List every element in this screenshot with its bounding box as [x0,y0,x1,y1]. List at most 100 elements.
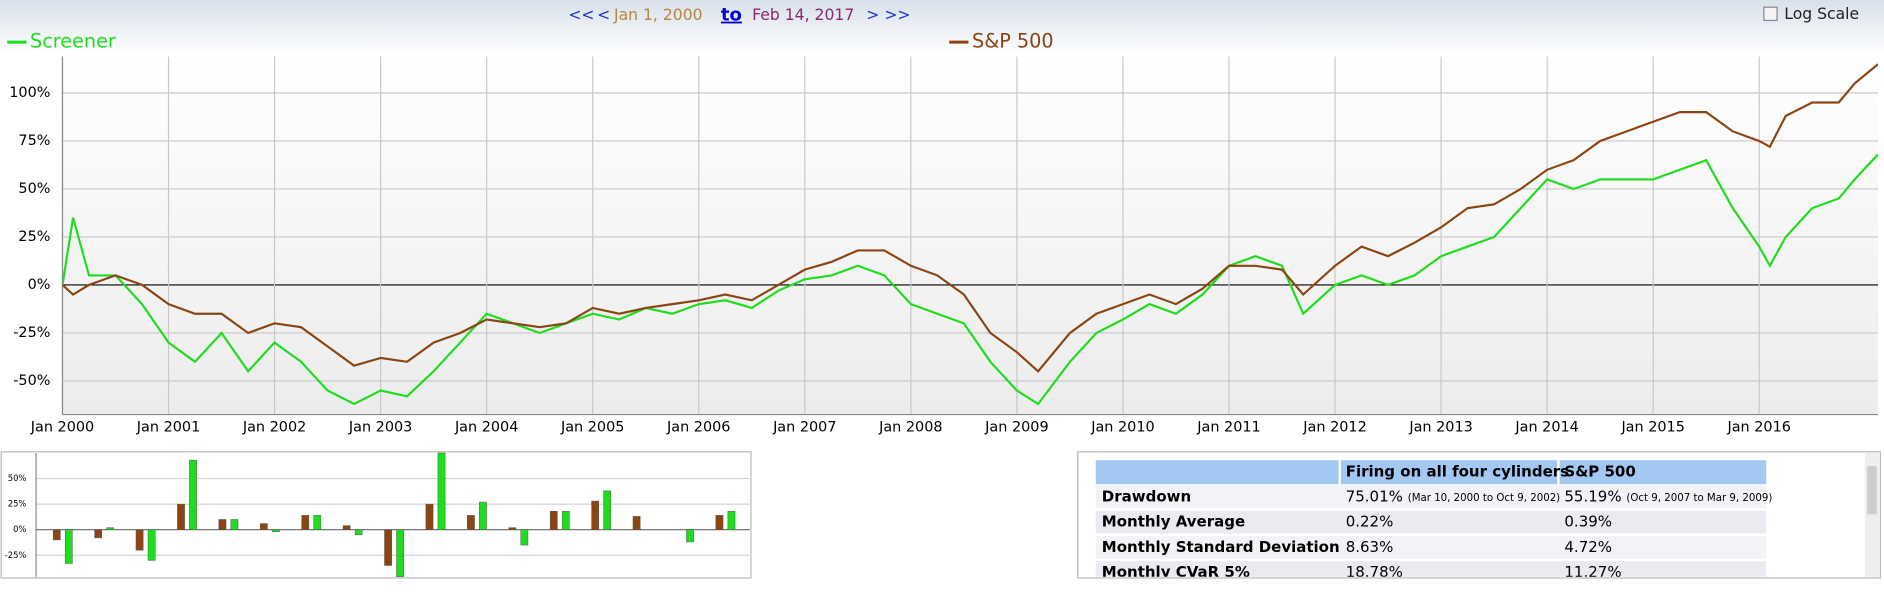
row-label: Monthly Average [1102,513,1245,531]
bar [632,516,641,530]
bar [354,529,363,536]
bar [425,503,434,530]
row-bg [1095,485,1767,509]
bar [230,519,239,530]
y-tick-label: 50% [18,181,50,197]
cell-value: 0.22% [1346,513,1394,531]
cell-note: (Mar 10, 2000 to Oct 9, 2002) [1408,493,1560,504]
nav-last[interactable]: >> [884,6,910,24]
cell-value: 8.63% [1346,538,1394,556]
x-tick-label: Jan 2001 [136,420,200,436]
bar [467,515,475,530]
nav-from: Jan 1, 2000 [613,6,703,24]
bar [591,500,600,530]
x-tick-label: Jan 2016 [1726,420,1790,436]
row-bg [1095,561,1767,577]
cell-value: 0.39% [1564,513,1612,531]
row-label: Monthly CVaR 5% [1102,563,1250,581]
bar [549,511,558,530]
x-tick-label: Jan 2003 [348,420,412,436]
bar [520,529,529,546]
nav-to-link[interactable]: to [721,5,742,26]
plot-area [62,56,1878,415]
x-tick-label: Jan 2014 [1514,420,1578,436]
y-tick-label: -25% [13,325,50,341]
log-scale-label[interactable]: Log Scale [1784,5,1859,23]
bar [384,529,392,566]
bar [479,501,487,530]
bar [603,490,612,530]
bar [437,452,446,530]
nav: << < Jan 1, 2000 to Feb 14, 2017 > >> Log Scale [568,5,1859,26]
x-tick-label: Jan 2002 [242,420,306,436]
nav-first[interactable]: << [568,6,594,24]
row-label: Drawdown [1102,487,1191,505]
bar [94,529,103,539]
bar [561,511,570,530]
nav-prev[interactable]: < [597,6,610,24]
bar [715,515,724,530]
cell-value: 18.78% [1346,563,1403,581]
y-tick-label: 50% [8,473,27,483]
x-tick-label: Jan 2011 [1196,420,1260,436]
bar [135,529,144,551]
x-tick-label: Jan 2009 [984,420,1048,436]
bar [342,525,351,530]
nav-to: Feb 14, 2017 [752,6,854,24]
bar-panel [0,451,752,579]
bar [686,529,694,543]
y-tick-label: -25% [5,550,27,560]
nav-next[interactable]: > [866,6,879,24]
main-chart: -50% -25% 0% 25% 50% 75% 100% Jan 2000 Jan 2001 J… [7,30,1878,436]
bar [64,529,73,564]
x-tick-label: Jan 2015 [1620,420,1684,436]
row-bg [1095,535,1767,559]
x-tick-label: Jan 2008 [878,420,942,436]
x-tick-label: Jan 2005 [560,420,624,436]
series-line [62,153,1878,406]
bar [396,529,404,577]
table-header: Firing on all four cylinders [1346,463,1569,481]
cell-value: 4.72% [1564,538,1612,556]
scroll-thumb[interactable] [1867,466,1877,515]
header-bar [0,0,1884,56]
x-tick-label: Jan 2007 [772,420,836,436]
bar [272,529,280,532]
bar [301,515,310,530]
bar [106,527,115,530]
bar [52,529,61,541]
bar [508,527,517,530]
table-header: S&P 500 [1564,463,1635,481]
y-tick-label: -50% [13,373,50,389]
legend-label: Screener [30,30,116,53]
x-tick-label: Jan 2013 [1408,420,1472,436]
legend-label: S&P 500 [972,30,1054,53]
y-tick-label: 25% [8,499,27,509]
bar [218,519,227,530]
cell-note: (Oct 9, 2007 to Mar 9, 2009) [1626,493,1772,504]
x-tick-label: Jan 2006 [666,420,730,436]
y-tick-label: 0% [13,524,26,534]
row-label: Monthly Standard Deviation [1102,538,1340,556]
y-tick-label: 0% [28,277,51,293]
x-tick-label: Jan 2000 [30,420,94,436]
bar [313,515,322,530]
series-line [62,63,1878,373]
y-tick-label: 100% [9,85,50,101]
x-tick-label: Jan 2010 [1090,420,1154,436]
row-bg [1095,510,1767,534]
log-scale-checkbox[interactable] [1763,6,1778,22]
cell-value: 55.19% [1564,487,1621,505]
x-tick-label: Jan 2012 [1302,420,1366,436]
bar [177,503,185,530]
y-tick-label: 25% [18,229,50,245]
y-tick-label: 75% [18,133,50,149]
bar-chart: -25% 0% 25% 50% [5,452,750,577]
table-header-bg [1095,460,1767,485]
bar [259,523,268,530]
bar [147,529,156,561]
bar [189,459,197,530]
